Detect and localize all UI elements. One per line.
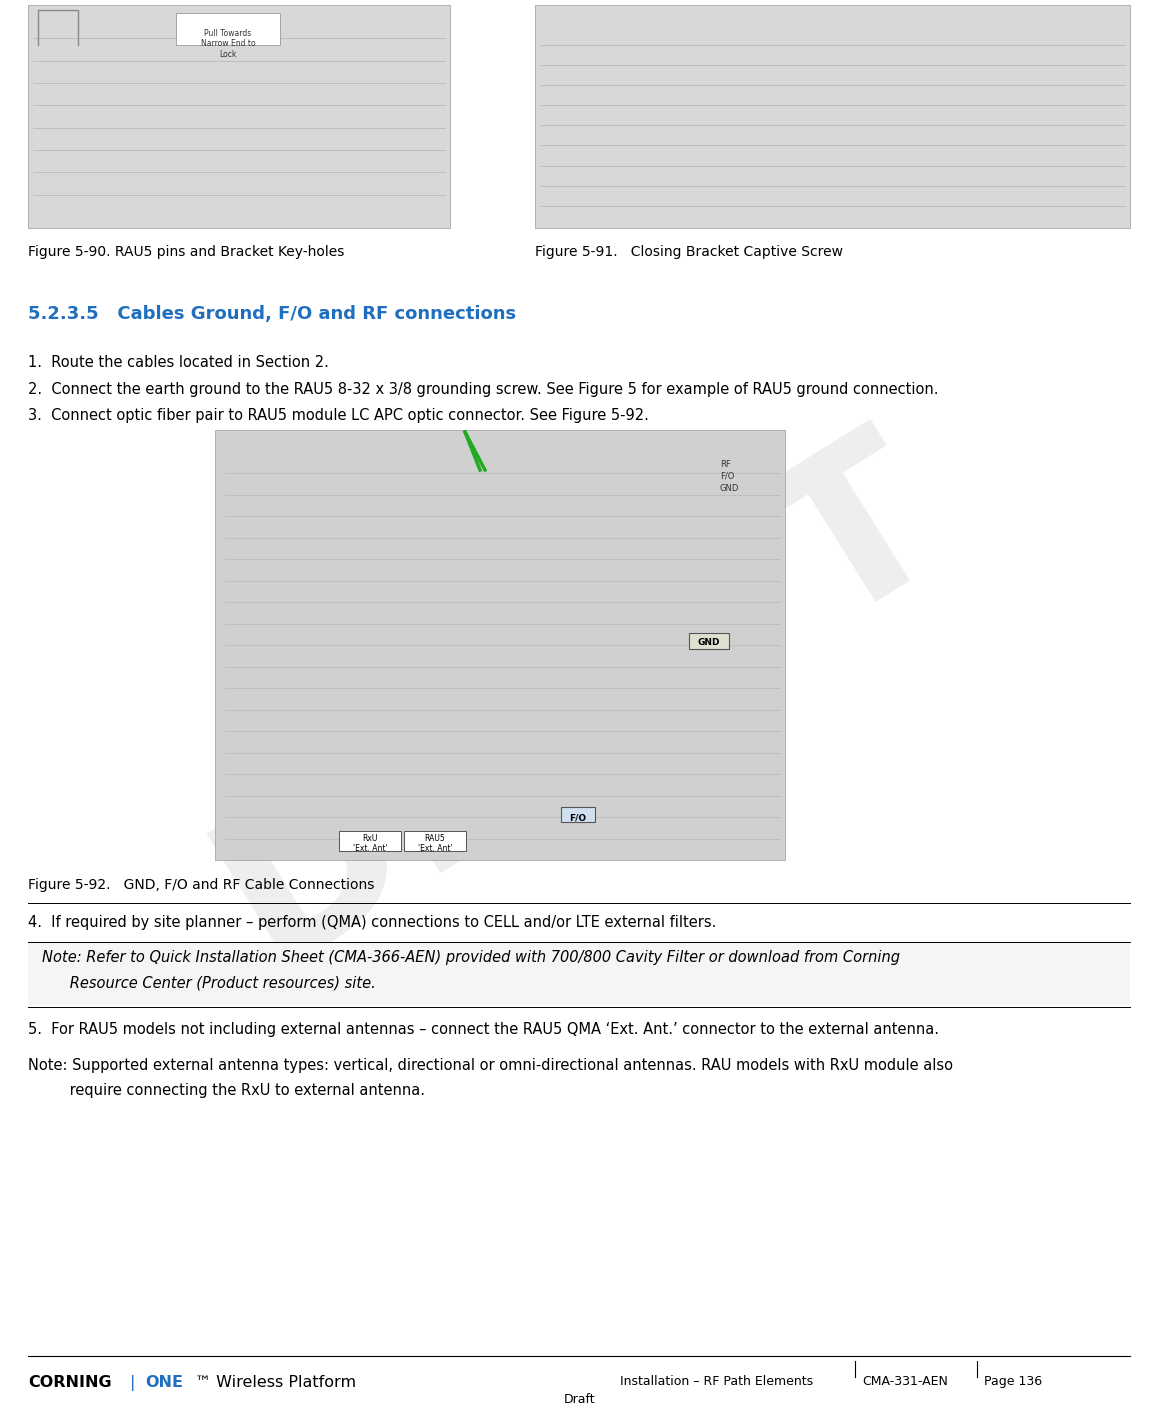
Text: Figure 5-92.   GND, F/O and RF Cable Connections: Figure 5-92. GND, F/O and RF Cable Conne… — [28, 878, 375, 892]
Text: F/O: F/O — [720, 472, 734, 480]
Text: 1.  Route the cables located in Section 2.: 1. Route the cables located in Section 2… — [28, 355, 329, 371]
Text: Figure 5-91.   Closing Bracket Captive Screw: Figure 5-91. Closing Bracket Captive Scr… — [535, 245, 843, 259]
Text: CORNING: CORNING — [28, 1375, 111, 1391]
FancyBboxPatch shape — [176, 13, 280, 45]
Text: RF: RF — [720, 459, 731, 469]
Text: Figure 5-90. RAU5 pins and Bracket Key-holes: Figure 5-90. RAU5 pins and Bracket Key-h… — [28, 245, 345, 259]
Text: Installation – RF Path Elements: Installation – RF Path Elements — [619, 1375, 813, 1388]
Text: 5.2.3.5   Cables Ground, F/O and RF connections: 5.2.3.5 Cables Ground, F/O and RF connec… — [28, 304, 516, 323]
Text: Resource Center (Product resources) site.: Resource Center (Product resources) site… — [42, 975, 376, 991]
Text: Note: Supported external antenna types: vertical, directional or omni-directiona: Note: Supported external antenna types: … — [28, 1058, 954, 1074]
Bar — [28, 6, 450, 228]
Text: CMA-331-AEN: CMA-331-AEN — [862, 1375, 948, 1388]
Text: GND: GND — [698, 638, 720, 647]
Text: RxU
'Ext. Ant': RxU 'Ext. Ant' — [353, 834, 387, 854]
Text: Page 136: Page 136 — [984, 1375, 1042, 1388]
Text: Pull Towards
Narrow End to
Lock: Pull Towards Narrow End to Lock — [201, 30, 255, 59]
Text: Note: Refer to Quick Installation Sheet (CMA-366-AEN) provided with 700/800 Cavi: Note: Refer to Quick Installation Sheet … — [42, 950, 900, 965]
Text: Draft: Draft — [564, 1394, 596, 1406]
FancyBboxPatch shape — [561, 807, 595, 821]
Bar — [28, 943, 1130, 1005]
Bar — [535, 6, 1130, 228]
Text: F/O: F/O — [570, 813, 587, 821]
Text: 2.  Connect the earth ground to the RAU5 8-32 x 3/8 grounding screw. See Figure : 2. Connect the earth ground to the RAU5 … — [28, 382, 938, 397]
Bar — [215, 430, 785, 859]
Text: require connecting the RxU to external antenna.: require connecting the RxU to external a… — [28, 1084, 425, 1098]
Text: RAU5
'Ext. Ant': RAU5 'Ext. Ant' — [418, 834, 452, 854]
FancyBboxPatch shape — [689, 633, 728, 650]
Text: ™ Wireless Platform: ™ Wireless Platform — [195, 1375, 356, 1391]
Text: DRAFT: DRAFT — [183, 403, 977, 1006]
Text: GND: GND — [720, 485, 739, 493]
Text: 5.  For RAU5 models not including external antennas – connect the RAU5 QMA ‘Ext.: 5. For RAU5 models not including externa… — [28, 1022, 938, 1037]
Text: |: | — [130, 1375, 136, 1391]
FancyBboxPatch shape — [339, 831, 401, 851]
Text: ONE: ONE — [145, 1375, 183, 1391]
Text: 3.  Connect optic fiber pair to RAU5 module LC APC optic connector. See Figure 5: 3. Connect optic fiber pair to RAU5 modu… — [28, 409, 648, 423]
FancyBboxPatch shape — [404, 831, 466, 851]
Text: 4.  If required by site planner – perform (QMA) connections to CELL and/or LTE e: 4. If required by site planner – perform… — [28, 914, 717, 930]
